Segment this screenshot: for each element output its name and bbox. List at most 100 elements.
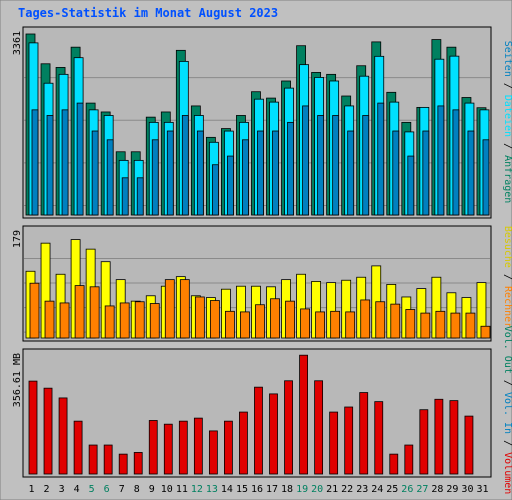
bar-seiten-day-24 — [377, 102, 385, 216]
bar-volumen-day-11 — [178, 420, 188, 475]
bar-volumen-day-12 — [193, 417, 203, 475]
bar-volumen-day-4 — [73, 420, 83, 475]
bar-rechner-day-14 — [225, 310, 235, 339]
bar-seiten-day-22 — [347, 130, 355, 216]
x-tick-label-day-6: 6 — [104, 484, 110, 495]
bar-volumen-day-17 — [269, 393, 278, 475]
bar-seiten-day-27 — [422, 130, 430, 216]
bar-volumen-day-9 — [148, 420, 158, 475]
bar-seiten-day-14 — [227, 155, 234, 216]
legend-bottom: Vol. Out / Vol. In / Volumen — [502, 326, 512, 495]
x-tick-label-day-13: 13 — [206, 484, 218, 495]
legend-separator: / — [502, 137, 512, 155]
bar-seiten-day-23 — [362, 115, 370, 216]
bar-volumen-day-20 — [314, 380, 324, 475]
bar-rechner-day-22 — [345, 311, 356, 339]
bar-volumen-day-6 — [103, 444, 113, 475]
bar-volumen-day-19 — [299, 354, 308, 475]
bar-rechner-day-2 — [44, 300, 55, 339]
x-tick-label-day-20: 20 — [311, 484, 323, 495]
x-tick-label-day-4: 4 — [74, 484, 80, 495]
x-tick-label-day-9: 9 — [149, 484, 155, 495]
bar-rechner-day-15 — [240, 311, 250, 339]
x-tick-label-day-25: 25 — [386, 484, 398, 495]
bar-seiten-day-20 — [317, 115, 325, 216]
x-tick-label-day-8: 8 — [134, 484, 140, 495]
bar-rechner-day-3 — [59, 302, 70, 339]
bar-seiten-day-9 — [151, 139, 159, 216]
bar-rechner-day-1 — [29, 282, 40, 339]
bar-rechner-day-27 — [420, 312, 431, 339]
bar-volumen-day-2 — [43, 387, 53, 475]
bar-seiten-day-16 — [257, 130, 264, 216]
x-tick-label-day-11: 11 — [176, 484, 188, 495]
bar-rechner-day-4 — [74, 285, 85, 339]
bar-seiten-day-8 — [136, 177, 144, 216]
legend-vol-in: Vol. In — [502, 392, 512, 434]
bar-seiten-day-12 — [196, 130, 204, 216]
bar-rechner-day-25 — [390, 303, 401, 339]
x-tick-label-day-14: 14 — [221, 484, 233, 495]
bar-volumen-day-23 — [359, 392, 369, 475]
x-tick-label-day-22: 22 — [341, 484, 353, 495]
bar-rechner-day-11 — [179, 279, 190, 339]
bar-seiten-day-10 — [166, 130, 174, 216]
bar-rechner-day-24 — [375, 301, 386, 339]
legend-vol-out: Vol. Out — [502, 326, 512, 374]
bar-rechner-day-28 — [435, 310, 446, 339]
bar-volumen-day-24 — [374, 401, 384, 475]
bar-seiten-day-28 — [437, 105, 445, 216]
x-tick-label-day-12: 12 — [191, 484, 203, 495]
x-tick-label-day-26: 26 — [401, 484, 413, 495]
y-axis-max-label: 356.61 MB — [12, 353, 23, 407]
legend-separator: / — [502, 374, 512, 392]
bar-seiten-day-3 — [61, 109, 69, 216]
x-tick-label-day-5: 5 — [89, 484, 95, 495]
bar-volumen-day-30 — [464, 415, 474, 475]
bar-rechner-day-21 — [330, 310, 341, 339]
chart-panel-1: 3361 — [12, 26, 492, 219]
bar-seiten-day-31 — [482, 139, 490, 216]
chart-panel-2: 179 — [12, 225, 492, 342]
bar-seiten-day-15 — [242, 139, 249, 216]
legend-top: Seiten / Dateien / Anfragen — [502, 41, 512, 204]
legend-dateien: Dateien — [502, 95, 512, 137]
bar-seiten-day-13 — [211, 164, 219, 216]
bar-seiten-day-4 — [76, 102, 84, 216]
bar-rechner-day-16 — [255, 304, 265, 339]
bar-volumen-day-13 — [208, 430, 218, 475]
y-axis-max-label: 179 — [12, 230, 23, 248]
bar-rechner-day-5 — [89, 286, 100, 339]
bar-rechner-day-20 — [315, 311, 326, 339]
legend-volumen: Volumen — [502, 452, 512, 494]
bar-volumen-day-18 — [284, 380, 293, 475]
x-tick-label-day-28: 28 — [431, 484, 443, 495]
bar-volumen-day-22 — [344, 406, 354, 475]
legend-separator: / — [502, 77, 512, 95]
bar-seiten-day-6 — [106, 139, 114, 216]
bar-volumen-day-3 — [58, 397, 68, 475]
x-tick-label-day-29: 29 — [446, 484, 458, 495]
x-tick-label-day-16: 16 — [251, 484, 263, 495]
bar-rechner-day-26 — [405, 309, 416, 339]
bar-rechner-day-13 — [209, 300, 220, 339]
bar-seiten-day-2 — [46, 115, 54, 216]
bar-volumen-day-15 — [239, 411, 248, 475]
bar-seiten-day-21 — [332, 115, 340, 216]
bar-volumen-day-1 — [28, 380, 38, 475]
bar-volumen-day-28 — [434, 398, 444, 475]
bar-seiten-day-19 — [302, 105, 309, 216]
bar-rechner-day-31 — [480, 325, 491, 339]
bar-seiten-day-25 — [392, 130, 400, 216]
x-tick-label-day-21: 21 — [326, 484, 338, 495]
x-tick-label-day-1: 1 — [29, 484, 35, 495]
x-tick-label-day-10: 10 — [161, 484, 173, 495]
bar-volumen-day-21 — [329, 411, 339, 475]
x-tick-label-day-15: 15 — [236, 484, 248, 495]
bar-seiten-day-18 — [287, 121, 294, 216]
bar-seiten-day-5 — [91, 130, 99, 216]
bar-rechner-day-30 — [465, 312, 476, 339]
bar-seiten-day-7 — [121, 177, 129, 216]
bar-rechner-day-7 — [119, 302, 130, 339]
